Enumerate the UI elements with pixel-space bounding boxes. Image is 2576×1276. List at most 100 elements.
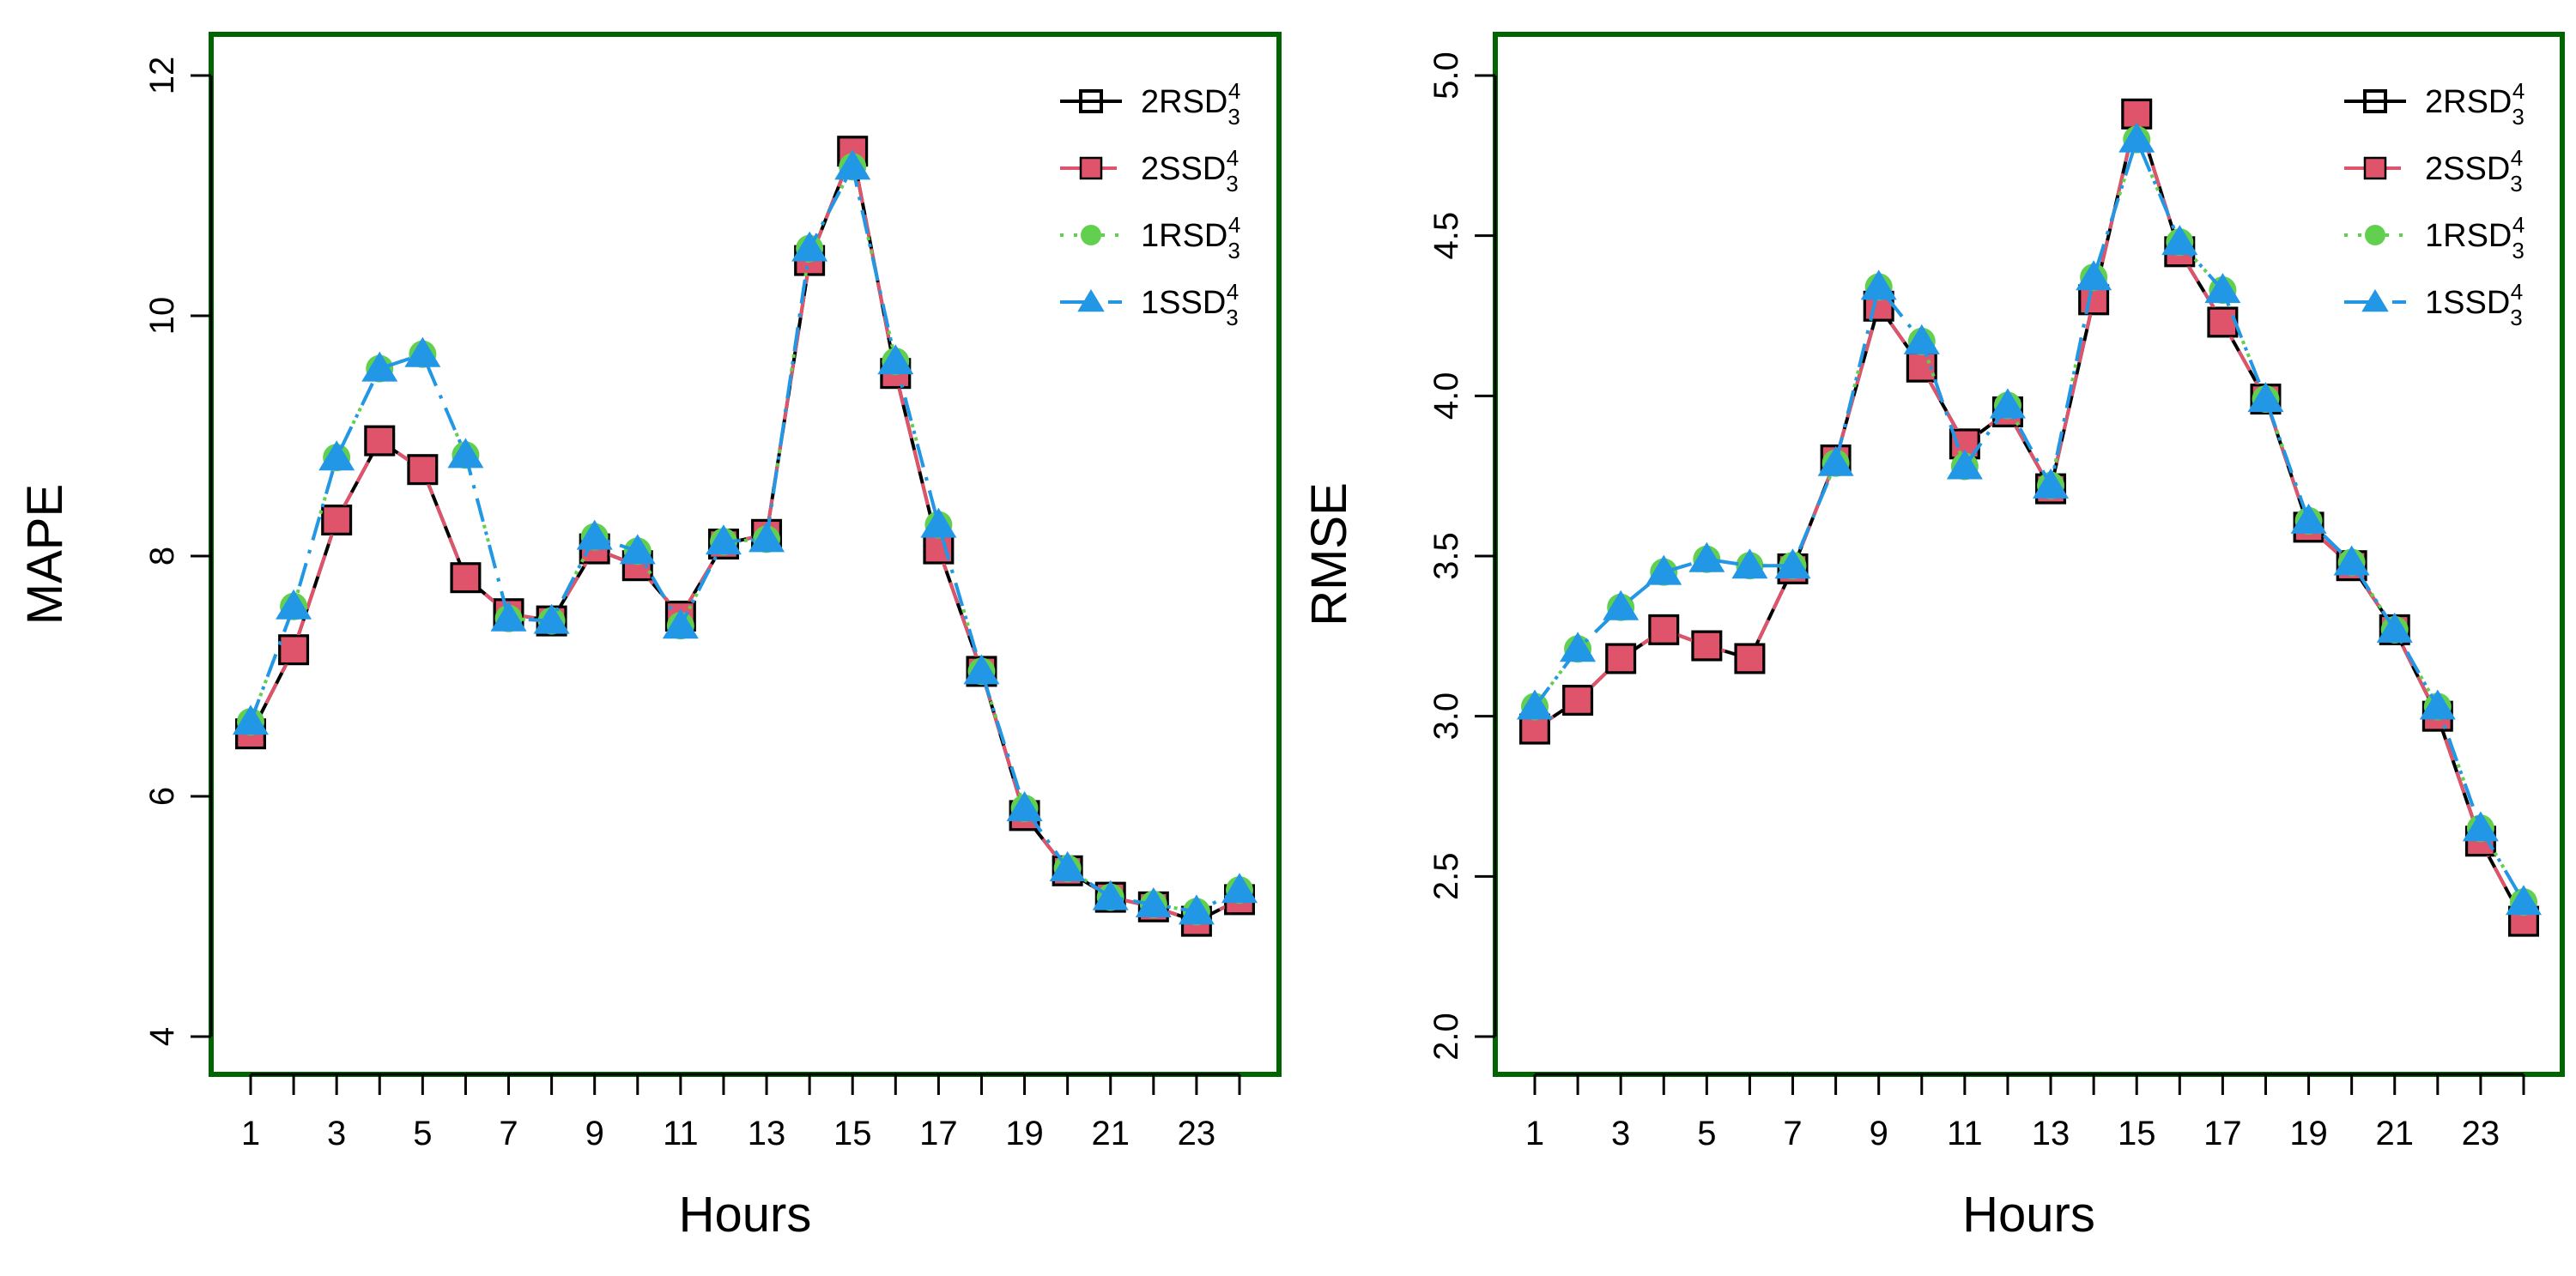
rmse-legend-marker-2rsd — [2363, 89, 2387, 113]
mape-1rsd-line — [249, 161, 1240, 914]
rmse-2ssd-point-5 — [1692, 631, 1722, 661]
rmse-1ssd-point-21 — [2376, 612, 2413, 643]
mape-1ssd-point-9 — [576, 519, 613, 550]
mape-legend-marker-1ssd — [1077, 289, 1105, 312]
rmse-series-2ssd — [1519, 99, 2539, 936]
rmse-x-tick-label-5: 11 — [1947, 1115, 1983, 1152]
rmse-x-tick-label-9: 19 — [2289, 1115, 2328, 1152]
mape-1ssd-point-23 — [1178, 894, 1215, 925]
rmse-legend: 2RSD34 2SSD34 1RSD34 1SSD34 — [2344, 78, 2524, 330]
rmse-panel: 2.02.53.03.54.04.55.01 3 5 7 9 11 13 15 17 19 21 23… — [1301, 32, 2565, 1243]
rmse-1ssd-point-24 — [2506, 885, 2542, 916]
rmse-1ssd-point-8 — [1817, 445, 1854, 476]
mape-2ssd-point-5 — [408, 454, 438, 485]
mape-y-tick-label-3: 10 — [143, 297, 181, 336]
mape-x-tick-label-3: 7 — [499, 1115, 518, 1152]
rmse-y-tick-label-3: 3.5 — [1427, 532, 1465, 580]
mape-y-axis: 4 6 8 10 12 — [143, 57, 213, 1046]
mape-x-tick-label-4: 9 — [585, 1115, 604, 1152]
mape-legend-label-2rsd: 2RSD34 — [1141, 78, 1240, 130]
mape-1ssd-point-4 — [361, 351, 398, 382]
rmse-1ssd-point-20 — [2333, 545, 2370, 576]
rmse-legend-item-2ssd: 2SSD34 — [2344, 145, 2523, 197]
rmse-1ssd-point-13 — [2033, 468, 2070, 499]
rmse-1ssd-point-12 — [1989, 388, 2026, 419]
mape-series-1ssd — [233, 149, 1258, 925]
rmse-x-tick-label-8: 17 — [2203, 1115, 2242, 1152]
mape-legend-item-1rsd: 1RSD34 — [1060, 212, 1240, 263]
mape-1ssd-point-15 — [834, 149, 871, 180]
rmse-y-tick-label-0: 2.0 — [1427, 1013, 1465, 1061]
rmse-1ssd-point-3 — [1603, 590, 1640, 620]
mape-x-tick-label-2: 5 — [413, 1115, 432, 1152]
rmse-series-1ssd — [1517, 122, 2542, 916]
rmse-2ssd-point-17 — [2208, 307, 2238, 337]
rmse-legend-item-1rsd: 1RSD34 — [2344, 212, 2524, 263]
mape-x-tick-label-8: 17 — [919, 1115, 958, 1152]
rmse-2ssd-point-4 — [1649, 614, 1679, 645]
rmse-legend-label-1ssd: 1SSD34 — [2425, 279, 2523, 330]
mape-y-tick-label-0: 4 — [143, 1027, 181, 1046]
mape-x-axis: 1 3 5 7 9 11 13 15 17 19 21 23 — [241, 1073, 1241, 1152]
mape-legend-label-1ssd: 1SSD34 — [1141, 279, 1239, 330]
rmse-x-axis: 1 3 5 7 9 11 13 15 17 19 21 23 — [1525, 1073, 2525, 1152]
rmse-1ssd-point-19 — [2290, 503, 2327, 534]
mape-2ssd-point-2 — [278, 634, 309, 665]
rmse-2ssd-point-2 — [1562, 685, 1593, 716]
rmse-x-tick-label-6: 13 — [2032, 1115, 2070, 1152]
rmse-legend-marker-1rsd — [2365, 225, 2385, 245]
mape-y-axis-title: MAPE — [17, 484, 73, 625]
rmse-y-tick-label-6: 5.0 — [1427, 51, 1465, 100]
rmse-1ssd-point-6 — [1731, 548, 1768, 579]
mape-plot-frame — [209, 32, 1282, 1077]
mape-y-tick-label-2: 8 — [143, 547, 181, 565]
rmse-x-axis-title: Hours — [1962, 1187, 2095, 1243]
mape-x-tick-label-1: 3 — [327, 1115, 346, 1152]
rmse-x-tick-label-11: 23 — [2462, 1115, 2500, 1152]
mape-series-2rsd — [235, 136, 1255, 937]
rmse-1ssd-point-22 — [2419, 689, 2456, 720]
mape-1ssd-point-18 — [963, 654, 1000, 685]
rmse-1ssd-point-7 — [1774, 548, 1811, 579]
mape-legend-label-1rsd: 1RSD34 — [1141, 212, 1240, 263]
mape-y-tick-label-4: 12 — [143, 57, 181, 95]
rmse-legend-label-2ssd: 2SSD34 — [2425, 145, 2523, 197]
rmse-legend-item-2rsd: 2RSD34 — [2344, 78, 2524, 130]
mape-series-2ssd — [235, 136, 1255, 936]
mape-legend-item-1ssd: 1SSD34 — [1060, 279, 1239, 330]
rmse-1ssd-point-14 — [2076, 260, 2112, 291]
rmse-legend-label-1rsd: 1RSD34 — [2425, 212, 2524, 263]
mape-x-tick-label-0: 1 — [241, 1115, 260, 1152]
mape-2ssd-line — [249, 145, 1240, 923]
rmse-y-tick-label-5: 4.5 — [1427, 212, 1465, 260]
rmse-2ssd-point-6 — [1735, 644, 1765, 674]
rmse-1ssd-point-15 — [2118, 122, 2155, 153]
rmse-1rsd-line — [1533, 134, 2525, 904]
mape-1ssd-point-6 — [447, 438, 484, 469]
mape-legend-item-2ssd: 2SSD34 — [1060, 145, 1239, 197]
mape-legend-marker-2rsd — [1079, 89, 1103, 113]
mape-1ssd-point-22 — [1135, 887, 1172, 917]
rmse-1ssd-point-5 — [1688, 541, 1725, 572]
mape-x-tick-label-7: 15 — [833, 1115, 872, 1152]
rmse-plot-frame — [1493, 32, 2565, 1077]
rmse-1ssd-point-23 — [2462, 811, 2499, 842]
mape-x-tick-label-9: 19 — [1005, 1115, 1044, 1152]
rmse-legend-marker-2ssd — [2363, 156, 2387, 180]
rmse-1ssd-point-17 — [2204, 273, 2241, 304]
mape-legend-marker-2ssd — [1079, 156, 1103, 180]
mape-2ssd-point-3 — [321, 505, 352, 535]
rmse-1ssd-line — [1533, 134, 2525, 904]
rmse-1ssd-point-9 — [1860, 269, 1897, 300]
mape-1ssd-point-12 — [705, 524, 742, 555]
mape-2rsd-line — [249, 145, 1240, 923]
rmse-x-tick-label-2: 5 — [1697, 1115, 1716, 1152]
mape-1ssd-point-14 — [791, 231, 828, 262]
rmse-1ssd-point-11 — [1946, 449, 1983, 480]
rmse-series-1rsd — [1521, 125, 2537, 916]
mape-legend-item-2rsd: 2RSD34 — [1060, 78, 1240, 130]
mape-1ssd-point-11 — [662, 608, 699, 639]
rmse-1ssd-point-2 — [1560, 632, 1597, 662]
